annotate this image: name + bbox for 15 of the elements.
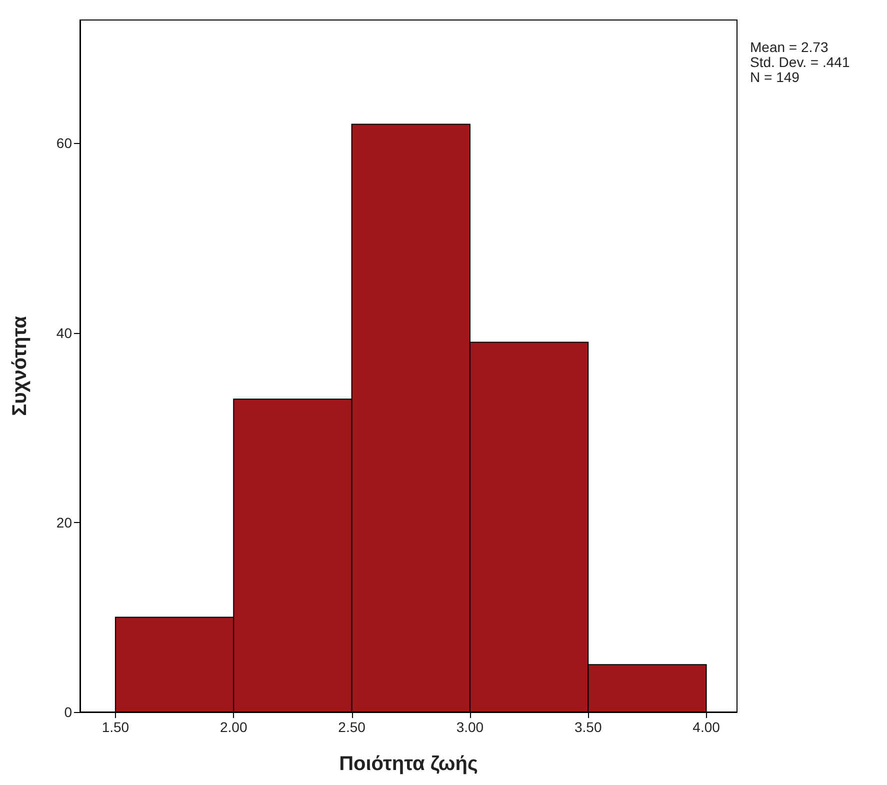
text: Std. Dev. = .441 — [750, 54, 850, 70]
y-tick-label: 0 — [64, 704, 72, 720]
text: N = 149 — [750, 69, 800, 85]
y-axis-title: Συχνότητα — [9, 315, 31, 416]
x-tick-label: 3.00 — [456, 719, 484, 735]
x-axis-title: Ποιότητα ζωής — [339, 753, 478, 775]
x-tick-label: 3.50 — [574, 719, 602, 735]
x-tick-label: 4.00 — [692, 719, 720, 735]
y-tick-label: 60 — [56, 135, 72, 152]
y-tick-label: 40 — [56, 324, 72, 341]
text: Mean = 2.73 — [750, 39, 828, 55]
x-tick-label: 1.50 — [102, 719, 130, 735]
x-tick-label: 2.00 — [220, 719, 248, 735]
y-tick-label: 20 — [56, 514, 72, 530]
x-tick-label: 2.50 — [338, 719, 366, 735]
